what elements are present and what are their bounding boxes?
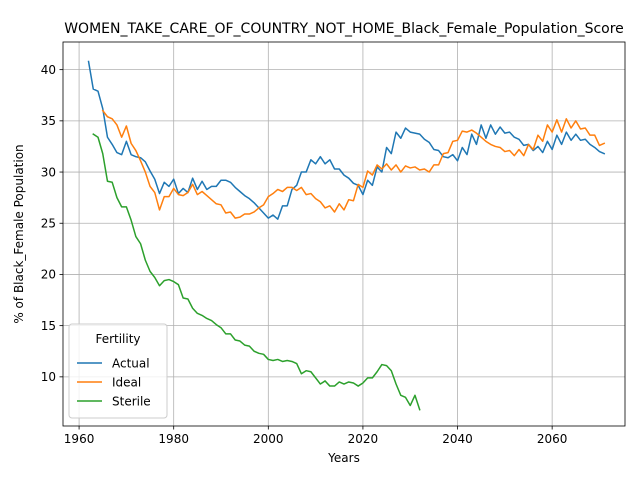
y-tick-label: 35 <box>41 114 56 128</box>
legend-box <box>68 323 168 419</box>
legend-label-sterile: Sterile <box>112 394 151 408</box>
y-tick-label: 25 <box>41 217 56 231</box>
x-tick-label: 2000 <box>253 432 284 446</box>
y-tick-label: 40 <box>41 63 56 77</box>
x-tick-label: 1980 <box>158 432 189 446</box>
y-tick-label: 10 <box>41 370 56 384</box>
y-tick-label: 15 <box>41 319 56 333</box>
x-tick-label: 1960 <box>64 432 95 446</box>
x-tick-label: 2020 <box>348 432 379 446</box>
legend: Fertility Actual Ideal Sterile <box>68 323 168 419</box>
tick-layer: 1960 1980 2000 2020 2040 2060 10 15 20 25 30 35 40 <box>41 63 568 446</box>
legend-title: Fertility <box>95 332 140 346</box>
series-line-ideal <box>101 109 606 219</box>
x-tick-label: 2040 <box>442 432 473 446</box>
chart-title: WOMEN_TAKE_CARE_OF_COUNTRY_NOT_HOME_Blac… <box>64 21 624 37</box>
legend-label-ideal: Ideal <box>112 375 141 389</box>
plot-frame <box>62 41 626 427</box>
y-tick-label: 20 <box>41 268 56 282</box>
x-axis-label: Years <box>327 451 360 465</box>
series-layer <box>87 60 606 411</box>
y-axis-label: % of Black_Female Population <box>12 144 26 323</box>
series-line-sterile <box>92 133 421 411</box>
legend-label-actual: Actual <box>112 356 150 370</box>
legend-items: Actual Ideal Sterile <box>77 356 151 408</box>
series-line-actual <box>87 60 606 220</box>
x-tick-label: 2060 <box>537 432 568 446</box>
y-tick-label: 30 <box>41 165 56 179</box>
